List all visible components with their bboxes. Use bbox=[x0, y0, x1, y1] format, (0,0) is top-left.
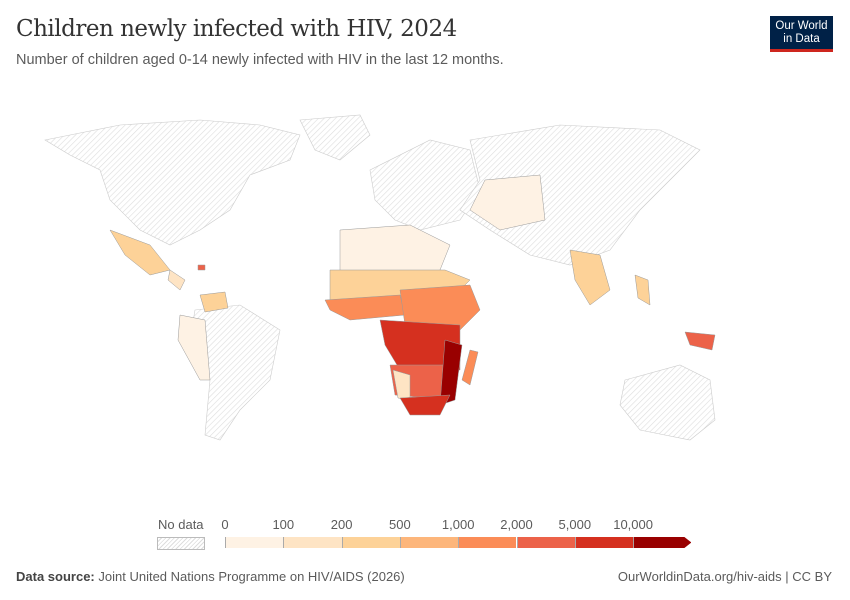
legend-tick-label: 0 bbox=[221, 517, 229, 532]
legend-tick-label: 500 bbox=[389, 517, 411, 532]
data-source: Data source: Joint United Nations Progra… bbox=[16, 569, 405, 584]
haiti bbox=[197, 264, 206, 271]
australia bbox=[619, 364, 716, 441]
no-data-regions bbox=[44, 114, 716, 441]
legend-bin[interactable] bbox=[633, 537, 692, 548]
europe bbox=[369, 139, 481, 231]
mozambique bbox=[439, 339, 463, 406]
southeast-asia bbox=[569, 249, 611, 306]
no-data-swatch bbox=[157, 537, 205, 550]
world-map[interactable] bbox=[0, 80, 850, 510]
legend-tick-label: 2,000 bbox=[500, 517, 533, 532]
north-america bbox=[44, 119, 301, 246]
logo-text: Our World bbox=[775, 20, 828, 32]
owid-logo[interactable]: Our World in Data bbox=[770, 16, 833, 52]
data-regions bbox=[109, 174, 716, 416]
madagascar bbox=[461, 349, 479, 386]
legend-bin[interactable] bbox=[283, 537, 342, 548]
namibia bbox=[392, 369, 411, 401]
philippines bbox=[634, 274, 651, 306]
greenland bbox=[299, 114, 371, 161]
no-data-label: No data bbox=[158, 517, 204, 532]
legend-bin[interactable] bbox=[574, 537, 634, 548]
papua-new-guinea bbox=[684, 331, 716, 351]
legend-tick-label: 100 bbox=[272, 517, 295, 532]
legend-bin[interactable] bbox=[458, 537, 517, 548]
east-africa bbox=[399, 284, 481, 331]
source-text: Joint United Nations Programme on HIV/AI… bbox=[98, 569, 405, 584]
andes bbox=[177, 314, 211, 381]
west-africa bbox=[324, 294, 406, 321]
mexico bbox=[109, 229, 171, 276]
venezuela bbox=[199, 291, 229, 313]
legend-bin[interactable] bbox=[341, 537, 400, 548]
legend-tick-label: 1,000 bbox=[441, 517, 475, 532]
central-america bbox=[167, 269, 186, 291]
china-mongolia bbox=[469, 174, 546, 231]
chart-title: Children newly infected with HIV, 2024 bbox=[16, 16, 457, 42]
legend-tick-label: 10,000 bbox=[613, 517, 653, 532]
south-africa bbox=[399, 394, 451, 416]
source-label: Data source: bbox=[16, 569, 95, 584]
source-link[interactable]: OurWorldinData.org/hiv-aids | CC BY bbox=[617, 569, 832, 584]
asia bbox=[459, 124, 701, 266]
legend-bin[interactable] bbox=[399, 537, 459, 548]
logo-text: in Data bbox=[783, 33, 820, 45]
chart-subtitle: Number of children aged 0-14 newly infec… bbox=[16, 52, 504, 68]
legend-tick-label: 200 bbox=[330, 517, 353, 532]
legend-bin[interactable] bbox=[225, 537, 284, 548]
legend-bin[interactable] bbox=[516, 537, 575, 548]
legend-tick-label: 5,000 bbox=[558, 517, 592, 532]
